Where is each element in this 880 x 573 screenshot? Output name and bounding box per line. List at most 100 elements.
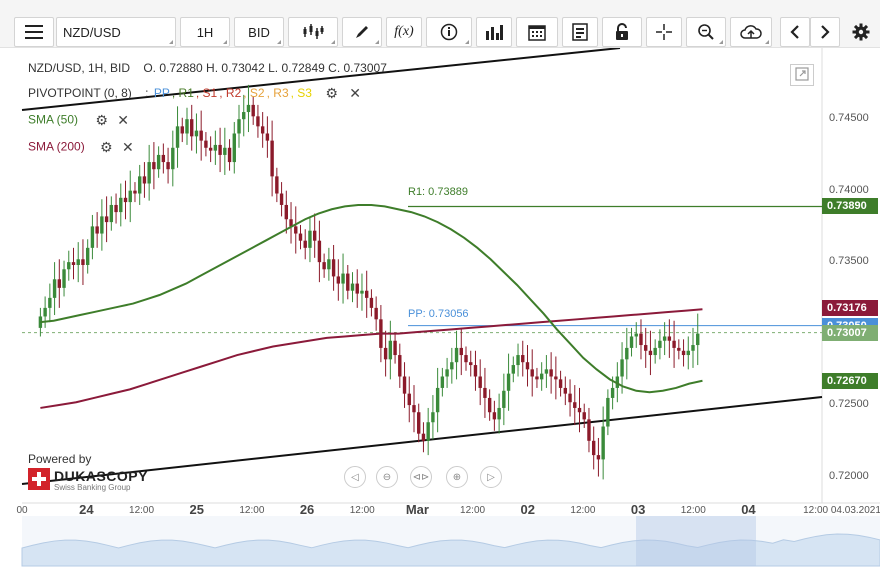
candle-body xyxy=(185,119,189,134)
candle-body xyxy=(450,362,454,370)
candle-body xyxy=(175,126,180,148)
candle-body xyxy=(469,362,473,366)
x-tick-label: 25 xyxy=(189,502,204,517)
candle-body xyxy=(67,262,71,270)
reset-view-button[interactable]: ⊲⊳ xyxy=(410,466,432,488)
chart-canvas[interactable] xyxy=(0,47,880,573)
candle-body xyxy=(298,233,303,241)
candle-body xyxy=(459,347,463,356)
candle-body xyxy=(213,144,218,151)
volume-button[interactable] xyxy=(476,17,512,47)
symbol-selector[interactable]: NZD/USD xyxy=(56,17,176,47)
sma50-settings-gear-icon[interactable]: ⚙ xyxy=(95,112,108,128)
chevron-left-icon xyxy=(790,24,800,40)
candle-body xyxy=(648,350,653,356)
calendar-button[interactable] xyxy=(516,17,558,47)
candle-body xyxy=(577,407,582,413)
candle-body xyxy=(407,393,411,406)
pan-right-button[interactable]: ▷ xyxy=(480,466,502,488)
candle-body xyxy=(227,147,232,163)
candle-body xyxy=(388,340,393,360)
candle-body xyxy=(539,373,544,380)
sma200-legend[interactable]: SMA (200) ⚙ ✕ xyxy=(28,139,134,156)
candle-body xyxy=(483,387,487,398)
r1-annotation: R1: 0.73889 xyxy=(408,186,468,198)
crosshair-button[interactable] xyxy=(646,17,682,47)
candle-body xyxy=(336,276,341,284)
candle-body xyxy=(639,333,643,346)
pan-left-button[interactable]: ◁ xyxy=(344,466,366,488)
sma50-close-icon[interactable]: ✕ xyxy=(117,112,129,128)
timeframe-label: 1H xyxy=(196,24,214,40)
pivot-settings-gear-icon[interactable]: ⚙ xyxy=(325,85,338,101)
candle-body xyxy=(161,154,166,163)
scroll-right-button[interactable] xyxy=(810,17,840,47)
candle-body xyxy=(166,162,170,170)
pivot-item-s2: , S2 xyxy=(243,85,265,100)
candle-body xyxy=(48,297,52,308)
x-tick-label: 00 xyxy=(16,505,28,516)
sma200-settings-gear-icon[interactable]: ⚙ xyxy=(100,139,113,155)
pivot-item-r3: , R3 xyxy=(266,85,289,100)
lock-button[interactable] xyxy=(602,17,642,47)
template-button[interactable] xyxy=(562,17,598,47)
candle-body xyxy=(487,397,492,413)
candle-body xyxy=(100,216,104,234)
upload-button[interactable] xyxy=(730,17,772,47)
price-type-selector[interactable]: BID xyxy=(234,17,284,47)
scroll-left-button[interactable] xyxy=(780,17,810,47)
sma200-line xyxy=(40,308,703,409)
zoom-out-button[interactable]: ⊖ xyxy=(376,466,398,488)
branding: Powered by DUKASCOPY Swiss Banking Group xyxy=(28,452,148,493)
candle-body xyxy=(549,369,553,377)
candle-body xyxy=(85,247,90,265)
candle-body xyxy=(52,279,57,298)
candle-body xyxy=(511,365,515,374)
pivot-legend[interactable]: PIVOTPOINT (0, 8) : PP, R1, S1, R2, S2, … xyxy=(28,85,363,102)
price-chart[interactable]: NZD/USD, 1H, BID O. 0.72880 H. 0.73042 L… xyxy=(0,47,880,573)
pp-annotation: PP: 0.73056 xyxy=(408,308,469,320)
candle-body xyxy=(398,355,402,377)
candle-body xyxy=(620,359,624,377)
chart-type-button[interactable] xyxy=(288,17,338,47)
settings-button[interactable] xyxy=(844,17,878,47)
candle-body xyxy=(152,162,156,170)
candle-body xyxy=(270,140,274,177)
sma200-close-icon[interactable]: ✕ xyxy=(121,139,134,155)
pivot-item-s1: , S1 xyxy=(195,85,218,100)
candle-body xyxy=(208,147,213,151)
pivot-close-icon[interactable]: ✕ xyxy=(349,85,361,101)
upper-trend-line xyxy=(21,47,621,111)
x-tick-label: 12:00 xyxy=(349,505,375,516)
zoom-in-button[interactable]: ⊕ xyxy=(446,466,468,488)
candle-body xyxy=(502,390,506,408)
brand-tagline: Swiss Banking Group xyxy=(54,482,131,492)
candle-body xyxy=(563,387,568,394)
candle-body xyxy=(284,204,289,220)
menu-button[interactable] xyxy=(14,17,54,47)
candle-body xyxy=(360,290,364,294)
candle-body xyxy=(445,369,449,377)
maximize-button[interactable] xyxy=(790,64,814,86)
info-button[interactable] xyxy=(426,17,472,47)
x-tick-label: 12:00 xyxy=(680,505,706,516)
sma50-legend[interactable]: SMA (50) ⚙ ✕ xyxy=(28,112,129,129)
zoom-in-icon: ⊕ xyxy=(452,471,462,483)
zoom-button[interactable] xyxy=(686,17,726,47)
drawing-tool-button[interactable] xyxy=(342,17,382,47)
candle-body xyxy=(114,204,118,213)
timeframe-selector[interactable]: 1H xyxy=(180,17,230,47)
x-tick-label: 26 xyxy=(299,502,315,517)
indicators-button[interactable]: f(x) xyxy=(386,17,422,47)
candle-body xyxy=(346,273,350,291)
price-tag: 0.73890 xyxy=(822,198,878,215)
candle-body xyxy=(260,126,265,134)
candle-body xyxy=(506,373,511,391)
x-tick-label: Mar xyxy=(405,502,429,517)
candle-body xyxy=(634,333,638,337)
candle-body xyxy=(331,259,336,277)
y-tick-label: 0.72000 xyxy=(829,469,869,482)
candle-body xyxy=(658,340,662,348)
candle-body xyxy=(393,340,397,356)
pivot-separator: : xyxy=(145,85,149,100)
